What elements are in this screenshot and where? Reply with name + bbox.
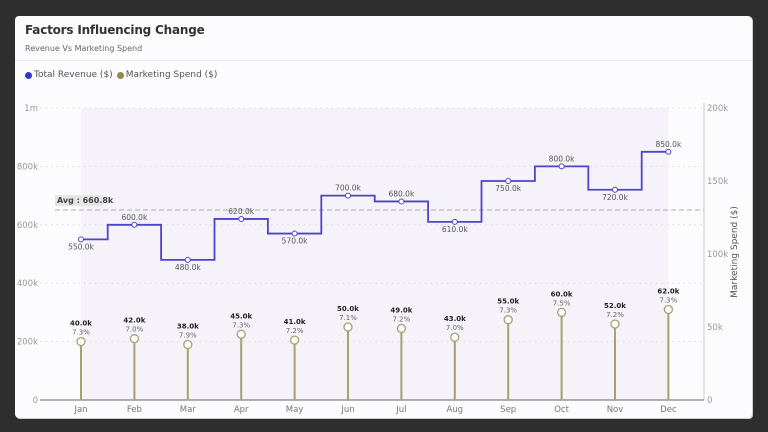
- marketing-value-label: 55.0k: [497, 298, 519, 306]
- revenue-value-label: 570.0k: [282, 237, 308, 246]
- revenue-value-label: 680.0k: [388, 189, 414, 198]
- marketing-value-label: 41.0k: [284, 318, 306, 326]
- revenue-value-label: 720.0k: [602, 193, 628, 202]
- revenue-marker[interactable]: [184, 256, 191, 263]
- revenue-marker[interactable]: [451, 218, 458, 225]
- right-axis-tick: 100k: [707, 250, 728, 260]
- revenue-marker[interactable]: [398, 198, 405, 205]
- legend-label: Total Revenue ($): [34, 70, 113, 80]
- revenue-value-label: 600.0k: [121, 213, 147, 222]
- left-axis-tick: 400k: [17, 279, 38, 289]
- legend-item-marketing[interactable]: Marketing Spend ($): [116, 70, 218, 80]
- marketing-value-label: 43.0k: [444, 315, 466, 323]
- marketing-pct-label: 7.1%: [339, 314, 357, 322]
- right-axis-tick: 0: [707, 396, 712, 406]
- chart-subtitle: Revenue Vs Marketing Spend: [25, 44, 143, 53]
- marketing-pct-label: 7.2%: [606, 311, 624, 319]
- revenue-marker[interactable]: [612, 186, 618, 193]
- x-axis-tick: Feb: [127, 405, 142, 415]
- left-axis-tick: 800k: [17, 162, 38, 172]
- lollipop-marker[interactable]: [610, 319, 620, 329]
- revenue-value-label: 700.0k: [335, 184, 361, 193]
- marketing-pct-label: 7.2%: [286, 327, 304, 335]
- x-axis-tick: Oct: [554, 405, 569, 415]
- revenue-marker[interactable]: [345, 192, 351, 199]
- lollipop-marker[interactable]: [663, 304, 674, 315]
- revenue-value-label: 620.0k: [228, 207, 254, 216]
- marketing-pct-label: 7.3%: [499, 307, 517, 315]
- lollipop-marker[interactable]: [556, 307, 567, 318]
- revenue-marker[interactable]: [238, 215, 245, 222]
- revenue-value-label: 850.0k: [655, 140, 681, 149]
- marketing-value-label: 40.0k: [70, 320, 92, 328]
- right-axis-title: Marketing Spend ($): [730, 206, 740, 298]
- marketing-pct-label: 7.3%: [72, 329, 90, 337]
- x-axis-tick: Jun: [340, 405, 354, 415]
- lollipop-marker[interactable]: [236, 329, 246, 339]
- left-axis-tick: 200k: [17, 338, 38, 348]
- revenue-marker[interactable]: [131, 221, 138, 228]
- revenue-step-line: [81, 150, 669, 261]
- chart-title: Factors Influencing Change: [25, 23, 205, 37]
- marketing-value-label: 62.0k: [657, 287, 679, 295]
- marketing-pct-label: 7.0%: [126, 326, 144, 334]
- average-label-bg: [55, 195, 103, 207]
- revenue-value-label: 750.0k: [495, 184, 521, 193]
- legend-label: Marketing Spend ($): [125, 70, 218, 80]
- marketing-pct-label: 7.2%: [393, 315, 411, 323]
- revenue-value-label: 610.0k: [442, 225, 468, 234]
- plot-shade: [81, 108, 669, 400]
- marketing-value-label: 45.0k: [230, 312, 252, 320]
- right-axis-tick: 200k: [707, 104, 728, 114]
- lollipop-marker[interactable]: [450, 332, 460, 342]
- marketing-value-label: 49.0k: [390, 306, 412, 314]
- x-axis-tick: Nov: [607, 405, 624, 415]
- marketing-value-label: 52.0k: [604, 302, 626, 310]
- revenue-marker[interactable]: [665, 148, 672, 155]
- left-axis-tick: 1m: [24, 104, 38, 114]
- revenue-marker[interactable]: [291, 230, 298, 237]
- revenue-marker[interactable]: [78, 236, 84, 243]
- lollipop-marker[interactable]: [503, 315, 513, 325]
- legend: Total Revenue ($) Marketing Spend ($): [25, 70, 217, 80]
- revenue-marker[interactable]: [558, 163, 565, 170]
- marketing-pct-label: 7.5%: [553, 299, 571, 307]
- marketing-pct-label: 7.3%: [232, 321, 250, 329]
- x-axis-tick: Aug: [446, 405, 463, 415]
- x-axis-tick: Jan: [73, 405, 87, 415]
- marketing-value-label: 42.0k: [123, 317, 145, 325]
- revenue-value-label: 480.0k: [175, 263, 201, 272]
- lollipop-marker[interactable]: [343, 322, 353, 332]
- left-axis-tick: 600k: [17, 221, 38, 231]
- marketing-value-label: 38.0k: [177, 323, 199, 331]
- legend-dot-icon: [25, 71, 32, 79]
- marketing-pct-label: 7.9%: [179, 332, 197, 340]
- x-axis-tick: Mar: [180, 405, 197, 415]
- marketing-pct-label: 7.0%: [446, 324, 464, 332]
- left-axis-tick: 0: [33, 396, 38, 406]
- lollipop-marker[interactable]: [129, 334, 140, 344]
- legend-dot-icon: [116, 71, 124, 79]
- revenue-marker[interactable]: [505, 178, 512, 184]
- x-axis-tick: Jul: [395, 405, 406, 415]
- average-label: Avg : 660.8k: [57, 196, 114, 205]
- x-axis-tick: May: [286, 405, 304, 415]
- marketing-value-label: 60.0k: [551, 290, 573, 298]
- lollipop-marker[interactable]: [289, 335, 300, 345]
- revenue-value-label: 800.0k: [549, 154, 575, 163]
- right-axis-tick: 150k: [707, 177, 728, 187]
- right-axis-tick: 50k: [707, 323, 723, 333]
- x-axis-tick: Sep: [500, 405, 516, 415]
- lollipop-marker[interactable]: [76, 336, 86, 347]
- lollipop-marker[interactable]: [396, 323, 407, 334]
- marketing-value-label: 50.0k: [337, 305, 359, 313]
- marketing-pct-label: 7.3%: [660, 296, 678, 304]
- x-axis-tick: Dec: [660, 405, 677, 415]
- revenue-value-label: 550.0k: [68, 242, 94, 251]
- lollipop-marker[interactable]: [183, 339, 193, 350]
- header-divider: [15, 60, 752, 61]
- x-axis-tick: Apr: [234, 405, 249, 415]
- legend-item-revenue[interactable]: Total Revenue ($): [25, 70, 113, 80]
